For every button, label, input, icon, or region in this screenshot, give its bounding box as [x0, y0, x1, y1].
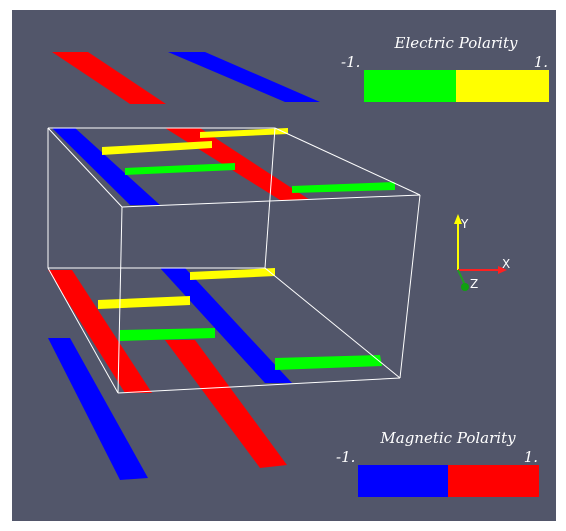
yellow-strip [102, 141, 212, 155]
legend-title: Magnetic Polarity [379, 429, 516, 447]
z-arrow [461, 283, 469, 291]
blue-strip [168, 52, 320, 102]
blue-strip [48, 338, 148, 480]
legend-swatch [456, 70, 549, 102]
red-strip [48, 270, 152, 393]
green-strip [275, 355, 382, 370]
legend-swatch [448, 465, 539, 497]
green-strip [125, 163, 235, 175]
red-strip [165, 340, 287, 468]
x-arrow [498, 266, 507, 274]
blue-strip [160, 268, 292, 383]
legend-min: -1. [336, 448, 355, 466]
bounding-box [47, 127, 421, 394]
yellow-strip [98, 296, 190, 309]
yellow-strip [190, 268, 275, 280]
axis-label: Z [470, 277, 478, 291]
red-strip [52, 52, 166, 104]
green-strip [292, 182, 395, 193]
legend-title: Electric Polarity [394, 34, 518, 52]
axis-label: Y [460, 217, 469, 231]
y-arrow [454, 214, 462, 224]
axis-label: X [502, 257, 510, 271]
legend-max: 1. [534, 53, 548, 71]
legend-swatch [358, 465, 448, 497]
legend-max: 1. [524, 448, 538, 466]
blue-strip [52, 128, 160, 205]
green-strip [120, 328, 215, 341]
legend-swatch [364, 70, 456, 102]
yellow-strip [200, 128, 288, 138]
z-axis [457, 269, 466, 286]
legend-min: -1. [341, 53, 360, 71]
